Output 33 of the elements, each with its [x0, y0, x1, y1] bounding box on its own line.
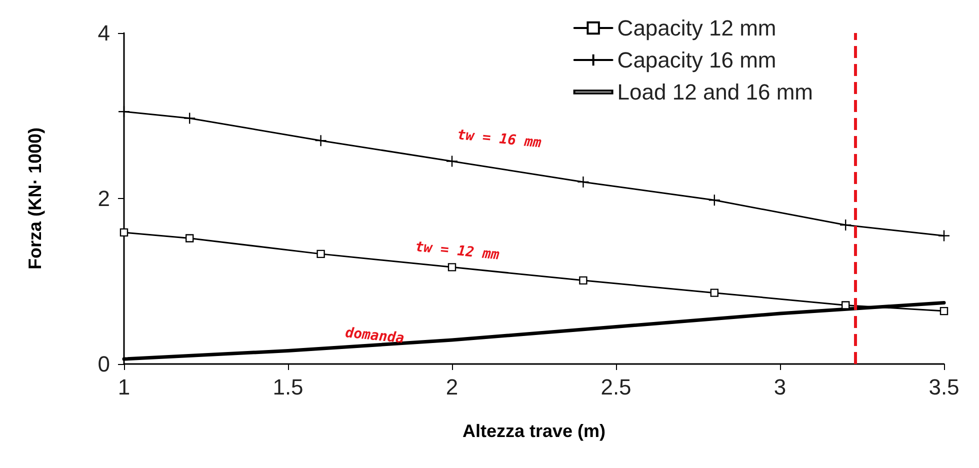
legend-label: Capacity 12 mm: [617, 16, 776, 40]
x-tick-label: 1: [118, 374, 130, 400]
x-tick-label: 3: [774, 374, 786, 400]
y-tick-label: 4: [98, 20, 110, 46]
point: [708, 194, 720, 206]
point: [118, 106, 130, 118]
x-tick-label: 2: [446, 374, 458, 400]
point: [577, 176, 590, 188]
y-tick-label: 0: [98, 352, 110, 376]
point: [446, 155, 458, 168]
point: [316, 250, 325, 258]
annotation: domanda: [344, 325, 405, 347]
x-tick-label: 3.5: [928, 374, 960, 400]
point: [710, 288, 718, 297]
x-axis-title: Altezza trave (m): [462, 421, 606, 441]
legend-label: Capacity 16 mm: [617, 48, 776, 72]
x-tick-label: 1.5: [272, 374, 304, 400]
point: [579, 276, 588, 285]
point: [938, 230, 950, 242]
point: [120, 228, 128, 237]
point: [940, 306, 948, 316]
point: [314, 134, 327, 147]
point: [448, 263, 456, 272]
point: [186, 234, 194, 242]
annotation: tw = 16 mm: [456, 127, 543, 152]
point: [840, 218, 852, 232]
annotation: tw = 12 mm: [414, 239, 501, 264]
point: [184, 112, 196, 124]
y-tick-label: 2: [98, 186, 110, 211]
point: [842, 301, 850, 310]
y-axis-title: Forza (KN· 1000): [25, 127, 45, 270]
legend-label: Load 12 and 16 mm: [617, 80, 814, 104]
x-tick-label: 2.5: [600, 374, 632, 400]
